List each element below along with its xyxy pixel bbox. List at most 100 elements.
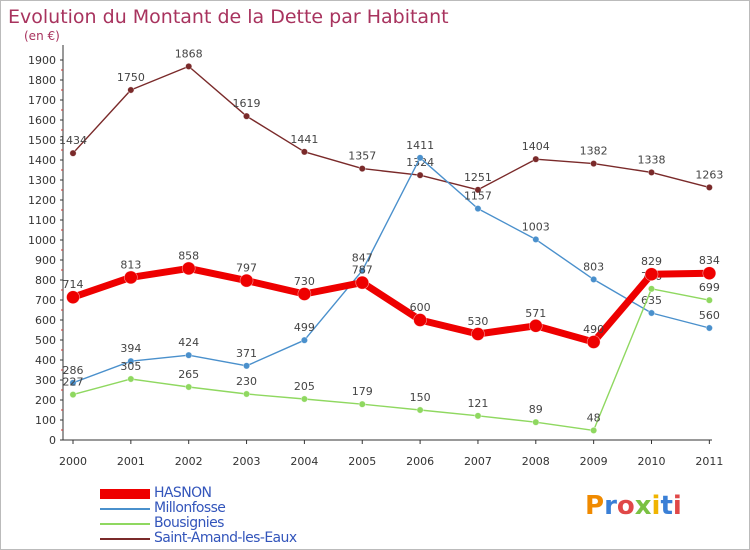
y-tick-label: 1400 xyxy=(28,154,56,167)
y-tick-label: 1200 xyxy=(28,194,56,207)
data-point-bousignies xyxy=(647,285,655,293)
data-point-saint-amand-les-eaux xyxy=(69,149,77,157)
data-label-hasnon: 858 xyxy=(178,249,199,262)
y-tick-label: 0 xyxy=(49,434,56,447)
data-point-millonfosse xyxy=(416,154,424,162)
chart-subtitle: (en €) xyxy=(24,29,60,43)
data-point-millonfosse xyxy=(705,324,713,332)
y-tick-label: 1000 xyxy=(28,234,56,247)
y-tick-label: 800 xyxy=(35,274,56,287)
series-line-bousignies xyxy=(72,288,710,432)
data-point-saint-amand-les-eaux xyxy=(474,186,482,194)
data-label-bousignies: 48 xyxy=(587,411,601,424)
data-label-hasnon: 730 xyxy=(294,275,315,288)
data-point-bousignies xyxy=(127,375,135,383)
data-label-saint-amand-les-eaux: 1382 xyxy=(580,145,608,158)
legend-label: Millonfosse xyxy=(154,500,226,516)
legend-swatch-bousignies xyxy=(100,522,150,525)
data-label-millonfosse: 371 xyxy=(236,347,257,360)
data-label-saint-amand-les-eaux: 1434 xyxy=(59,134,87,147)
data-point-millonfosse xyxy=(647,309,655,317)
data-point-hasnon xyxy=(181,261,196,276)
data-point-millonfosse xyxy=(243,362,251,370)
data-label-saint-amand-les-eaux: 1251 xyxy=(464,171,492,184)
data-label-bousignies: 305 xyxy=(120,360,141,373)
data-point-bousignies xyxy=(358,400,366,408)
data-label-hasnon: 813 xyxy=(120,258,141,271)
data-point-saint-amand-les-eaux xyxy=(705,183,713,191)
data-label-hasnon: 571 xyxy=(525,307,546,320)
legend-item-bousignies: Bousignies xyxy=(100,516,224,531)
data-point-hasnon xyxy=(586,335,601,349)
data-label-saint-amand-les-eaux: 1263 xyxy=(695,168,723,181)
data-label-bousignies: 227 xyxy=(63,376,84,389)
x-tick-label: 2000 xyxy=(59,455,87,468)
x-tick-label: 2005 xyxy=(348,455,376,468)
data-label-saint-amand-les-eaux: 1868 xyxy=(175,47,203,60)
legend-item-hasnon: HASNON xyxy=(100,485,212,501)
data-point-bousignies xyxy=(532,418,540,426)
data-point-saint-amand-les-eaux xyxy=(416,171,424,179)
data-point-bousignies xyxy=(474,412,482,420)
legend-swatch-hasnon xyxy=(100,488,150,499)
data-label-bousignies: 205 xyxy=(294,380,315,393)
data-point-saint-amand-les-eaux xyxy=(532,155,540,163)
x-tick-label: 2006 xyxy=(406,455,434,468)
data-label-saint-amand-les-eaux: 1338 xyxy=(638,153,666,166)
series-line-millonfosse xyxy=(72,157,710,384)
x-tick-label: 2010 xyxy=(638,455,666,468)
data-label-hasnon: 834 xyxy=(699,254,720,267)
data-point-hasnon xyxy=(355,275,370,290)
data-point-hasnon xyxy=(297,287,312,301)
series-line-saint-amand-les-eaux xyxy=(72,65,710,191)
data-point-bousignies xyxy=(590,426,598,434)
data-label-millonfosse: 1411 xyxy=(406,139,434,152)
data-label-saint-amand-les-eaux: 1619 xyxy=(233,97,261,110)
y-tick-label: 1500 xyxy=(28,134,56,147)
data-label-hasnon: 530 xyxy=(467,315,488,328)
data-point-bousignies xyxy=(705,296,713,304)
data-point-hasnon xyxy=(124,270,138,285)
y-tick-label: 200 xyxy=(35,394,56,407)
data-point-hasnon xyxy=(644,267,659,282)
data-label-bousignies: 89 xyxy=(529,403,543,416)
data-point-hasnon xyxy=(528,318,543,333)
data-label-hasnon: 600 xyxy=(410,301,431,314)
data-label-millonfosse: 286 xyxy=(63,364,84,377)
data-label-bousignies: 699 xyxy=(699,281,720,294)
data-label-millonfosse: 1157 xyxy=(464,190,492,203)
data-label-hasnon: 714 xyxy=(63,278,84,291)
legend-label: Saint-Amand-les-Eaux xyxy=(154,530,297,546)
y-tick-label: 600 xyxy=(35,314,56,327)
x-tick-label: 2011 xyxy=(695,455,723,468)
data-label-millonfosse: 560 xyxy=(699,309,720,322)
data-label-hasnon: 490 xyxy=(583,323,604,336)
data-point-saint-amand-les-eaux xyxy=(243,112,251,120)
data-point-saint-amand-les-eaux xyxy=(127,86,135,94)
data-point-saint-amand-les-eaux xyxy=(300,148,308,156)
y-tick-label: 300 xyxy=(35,374,56,387)
data-label-hasnon: 829 xyxy=(641,255,662,268)
data-point-millonfosse xyxy=(300,336,308,344)
data-label-saint-amand-les-eaux: 1750 xyxy=(117,71,145,84)
data-label-bousignies: 230 xyxy=(236,375,257,388)
data-label-millonfosse: 847 xyxy=(352,252,373,265)
data-label-millonfosse: 394 xyxy=(120,342,141,355)
data-point-millonfosse xyxy=(590,275,598,283)
data-label-millonfosse: 424 xyxy=(178,336,199,349)
data-point-hasnon xyxy=(702,266,717,281)
data-point-bousignies xyxy=(69,391,77,399)
x-tick-label: 2003 xyxy=(233,455,261,468)
x-tick-label: 2002 xyxy=(175,455,203,468)
legend-label: HASNON xyxy=(154,485,212,501)
data-label-bousignies: 150 xyxy=(410,391,431,404)
x-tick-label: 2001 xyxy=(117,455,145,468)
y-tick-label: 1800 xyxy=(28,74,56,87)
data-label-bousignies: 121 xyxy=(467,397,488,410)
y-tick-label: 1100 xyxy=(28,214,56,227)
x-tick-label: 2007 xyxy=(464,455,492,468)
legend-swatch-saint-amand xyxy=(100,537,150,540)
y-tick-label: 1700 xyxy=(28,94,56,107)
y-tick-label: 1300 xyxy=(28,174,56,187)
